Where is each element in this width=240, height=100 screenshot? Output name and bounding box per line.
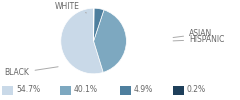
Text: 4.9%: 4.9% <box>134 85 153 94</box>
FancyBboxPatch shape <box>173 86 184 94</box>
Text: HISPANIC: HISPANIC <box>173 35 224 44</box>
Wedge shape <box>94 8 104 41</box>
Text: 54.7%: 54.7% <box>16 85 40 94</box>
Wedge shape <box>61 8 103 74</box>
FancyBboxPatch shape <box>120 86 131 94</box>
FancyBboxPatch shape <box>60 86 71 94</box>
Text: ASIAN: ASIAN <box>173 30 212 38</box>
Text: BLACK: BLACK <box>5 67 58 78</box>
Text: 0.2%: 0.2% <box>186 85 206 94</box>
Wedge shape <box>94 10 126 72</box>
FancyBboxPatch shape <box>2 86 13 94</box>
Text: WHITE: WHITE <box>55 2 86 13</box>
Text: 40.1%: 40.1% <box>74 85 98 94</box>
